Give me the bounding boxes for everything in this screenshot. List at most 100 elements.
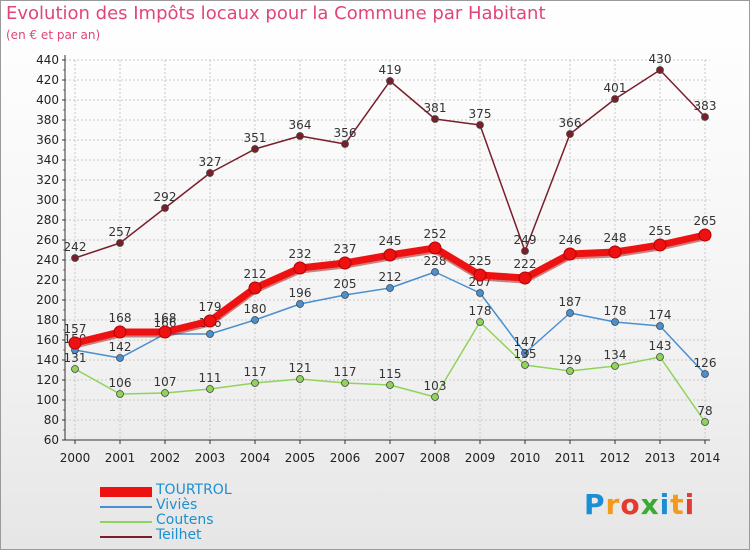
legend-label: Coutens: [156, 512, 214, 528]
legend-item-teilhet: Teilhet: [100, 527, 300, 544]
logo-letter: o: [620, 488, 641, 521]
data-label: 103: [424, 379, 447, 393]
data-label: 252: [424, 227, 447, 241]
data-point: [116, 354, 124, 362]
data-label: 249: [514, 233, 537, 247]
data-point: [611, 362, 619, 370]
data-point: [251, 316, 259, 324]
data-label: 212: [379, 270, 402, 284]
data-point: [383, 248, 397, 262]
y-tick-label: 240: [36, 253, 59, 267]
data-label: 134: [604, 348, 627, 362]
data-point: [71, 365, 79, 373]
data-point: [698, 228, 712, 242]
x-tick-label: 2007: [375, 451, 406, 465]
data-point: [701, 418, 709, 426]
data-label: 225: [469, 254, 492, 268]
data-label: 375: [469, 107, 492, 121]
data-label: 178: [469, 304, 492, 318]
data-point: [251, 145, 259, 153]
chart-subtitle: (en € et par an): [6, 28, 101, 42]
data-point: [608, 245, 622, 259]
data-point: [611, 318, 619, 326]
legend-item-tourtrol: TOURTROL: [100, 482, 300, 499]
data-point: [563, 247, 577, 261]
data-label: 135: [514, 347, 537, 361]
y-tick-label: 360: [36, 133, 59, 147]
legend-swatch: [100, 487, 152, 497]
data-label: 111: [199, 371, 222, 385]
x-tick-label: 2009: [465, 451, 496, 465]
data-label: 237: [334, 242, 357, 256]
data-label: 366: [559, 116, 582, 130]
data-label: 174: [649, 308, 672, 322]
data-label: 166: [154, 316, 177, 330]
data-point: [341, 140, 349, 148]
y-tick-label: 120: [36, 373, 59, 387]
data-point: [161, 204, 169, 212]
data-label: 232: [289, 247, 312, 261]
data-label: 143: [649, 339, 672, 353]
data-point: [296, 375, 304, 383]
y-tick-label: 160: [36, 333, 59, 347]
y-tick-label: 140: [36, 353, 59, 367]
y-tick-label: 340: [36, 153, 59, 167]
x-tick-label: 2008: [420, 451, 451, 465]
x-tick-label: 2013: [645, 451, 676, 465]
data-point: [521, 247, 529, 255]
data-label: 327: [199, 155, 222, 169]
data-label: 351: [244, 131, 267, 145]
data-point: [158, 325, 172, 339]
data-label: 265: [694, 214, 717, 228]
y-tick-label: 400: [36, 93, 59, 107]
data-point: [338, 256, 352, 270]
logo-letter: i: [659, 488, 671, 521]
x-tick-label: 2005: [285, 451, 316, 465]
data-point: [431, 393, 439, 401]
data-label: 246: [559, 233, 582, 247]
y-tick-label: 60: [44, 433, 59, 447]
series-teilhet: 242 257 292 327 351 364 356 419 381 375 249 366 401 4…: [64, 52, 717, 262]
data-label: 168: [154, 311, 177, 325]
data-label: 180: [244, 302, 267, 316]
data-point: [248, 281, 262, 295]
data-label: 196: [289, 286, 312, 300]
legend-label: TOURTROL: [156, 482, 232, 498]
data-point: [701, 370, 709, 378]
data-point: [566, 367, 574, 375]
y-tick-label: 280: [36, 213, 59, 227]
logo-letter: P: [584, 488, 606, 521]
logo-letter: r: [605, 488, 621, 521]
data-label: 364: [289, 118, 312, 132]
data-point: [341, 291, 349, 299]
data-label: 168: [109, 311, 132, 325]
data-label: 383: [694, 99, 717, 113]
x-tick-label: 2012: [600, 451, 631, 465]
x-tick-label: 2000: [60, 451, 91, 465]
y-tick-label: 380: [36, 113, 59, 127]
data-point: [296, 300, 304, 308]
legend-swatch: [100, 536, 152, 538]
data-point: [203, 314, 217, 328]
legend-item-vivies: Viviès: [100, 497, 300, 514]
data-label: 381: [424, 101, 447, 115]
data-label: 356: [334, 126, 357, 140]
series-coutens: 131 106 107 111 117 121 117 115 103 178 135 129 134 1…: [64, 304, 713, 426]
data-point: [293, 261, 307, 275]
series-vivies: 1501421661661801962052122282071471871781…: [64, 254, 716, 378]
y-tick-label: 440: [36, 53, 59, 67]
data-label: 401: [604, 81, 627, 95]
x-tick-label: 2006: [330, 451, 361, 465]
data-point: [656, 322, 664, 330]
data-point: [701, 113, 709, 121]
legend-label: Viviès: [156, 497, 198, 513]
series-tourtrol: 157 168 168 179 212 232 237 245 252 225 222 246 248 2…: [64, 214, 717, 350]
data-label: 147: [514, 335, 537, 349]
x-tick-label: 2011: [555, 451, 586, 465]
data-point: [386, 381, 394, 389]
data-label: 242: [64, 240, 87, 254]
legend: TOURTROL Viviès Coutens Teilhet: [100, 482, 300, 544]
x-tick-label: 2010: [510, 451, 541, 465]
data-label: 179: [199, 300, 222, 314]
data-point: [251, 379, 259, 387]
